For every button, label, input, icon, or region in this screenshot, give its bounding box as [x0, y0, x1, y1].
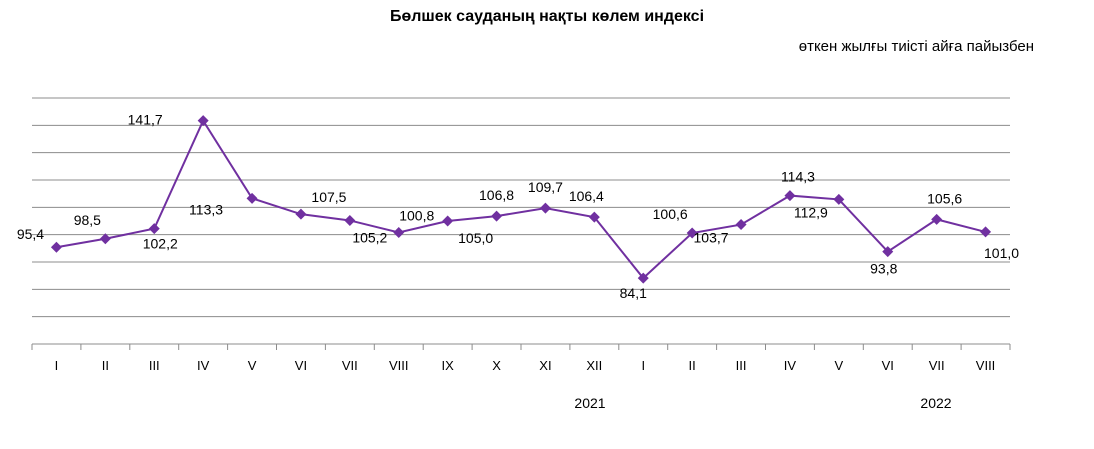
x-tick-label: VI	[295, 358, 307, 373]
series-line	[50, 115, 992, 284]
x-tick-label: V	[248, 358, 257, 373]
data-label: 95,4	[17, 226, 44, 242]
data-label: 106,8	[479, 187, 514, 203]
x-tick-label: IV	[197, 358, 210, 373]
data-point	[491, 210, 503, 222]
data-point	[784, 190, 796, 202]
data-label: 114,3	[781, 169, 815, 185]
data-point	[393, 226, 405, 238]
x-tick-label: I	[55, 358, 59, 373]
year-label: 2022	[920, 395, 951, 411]
data-label: 105,2	[352, 229, 387, 245]
x-tick-label: II	[102, 358, 109, 373]
data-label: 98,5	[74, 212, 101, 228]
data-label: 103,7	[694, 230, 729, 246]
chart-title: Бөлшек сауданың нақты көлем индексі	[389, 8, 705, 25]
data-label: 105,0	[458, 230, 493, 246]
data-label: 109,7	[528, 179, 563, 195]
data-point	[442, 215, 454, 227]
chart-subtitle: өткен жылғы тиісті айға пайызбен	[798, 38, 1034, 55]
year-label: 2021	[574, 395, 605, 411]
x-tick-label: VIII	[976, 358, 996, 373]
x-tick-label: IX	[442, 358, 455, 373]
series-path	[56, 118, 986, 280]
data-label: 113,3	[189, 201, 223, 217]
data-label: 93,8	[870, 261, 897, 277]
data-point	[588, 211, 600, 223]
data-label: 100,8	[399, 207, 434, 223]
data-point	[344, 214, 356, 226]
x-tick-label: VII	[342, 358, 358, 373]
grid-lines	[32, 97, 1010, 345]
x-tick-label: VII	[929, 358, 945, 373]
data-point	[295, 208, 307, 220]
data-label: 112,9	[794, 204, 828, 220]
data-point	[197, 115, 209, 127]
x-tick-label: XII	[586, 358, 602, 373]
x-tick-label: VIII	[389, 358, 409, 373]
x-tick-label: X	[492, 358, 501, 373]
data-label: 84,1	[620, 285, 647, 301]
data-point	[833, 193, 845, 205]
data-label: 105,6	[927, 190, 962, 206]
data-label: 101,0	[984, 245, 1019, 261]
x-tick-label: IV	[784, 358, 797, 373]
data-point	[735, 219, 747, 231]
data-point	[931, 213, 943, 225]
data-point	[99, 233, 111, 245]
data-point	[686, 227, 698, 239]
data-point	[246, 192, 258, 204]
x-tick-label: II	[689, 358, 696, 373]
data-point	[148, 223, 160, 235]
data-label: 107,5	[311, 189, 346, 205]
data-point	[882, 246, 894, 258]
data-point	[539, 202, 551, 214]
data-labels: 95,4 98,5 102,2 141,7 113,3 107,5 105,2 100,8 10…	[17, 112, 1019, 301]
data-point	[980, 226, 992, 238]
data-label: 100,6	[653, 206, 688, 222]
data-point	[637, 272, 649, 284]
data-label: 102,2	[143, 236, 178, 252]
x-tick-label: XI	[539, 358, 551, 373]
x-axis: I II III IV V VI VII VIII IX X XI XII I II III IV V VI VII…	[31, 344, 1011, 411]
x-tick-label: VI	[882, 358, 894, 373]
data-label: 141,7	[128, 112, 163, 128]
x-tick-label: III	[149, 358, 160, 373]
x-tick-label: III	[736, 358, 747, 373]
x-tick-label: V	[835, 358, 844, 373]
x-tick-label: I	[641, 358, 645, 373]
data-label: 106,4	[569, 188, 604, 204]
data-point	[50, 241, 62, 253]
